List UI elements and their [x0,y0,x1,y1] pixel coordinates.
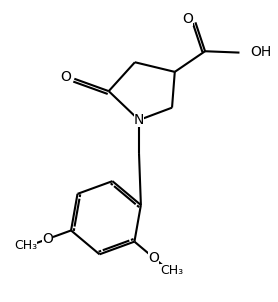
Text: OH: OH [250,45,271,59]
Text: CH₃: CH₃ [14,239,37,252]
Text: O: O [182,12,193,26]
Text: O: O [60,70,71,84]
Text: CH₃: CH₃ [160,264,183,277]
Text: N: N [134,113,144,127]
Text: O: O [148,251,159,265]
Text: O: O [42,232,53,246]
